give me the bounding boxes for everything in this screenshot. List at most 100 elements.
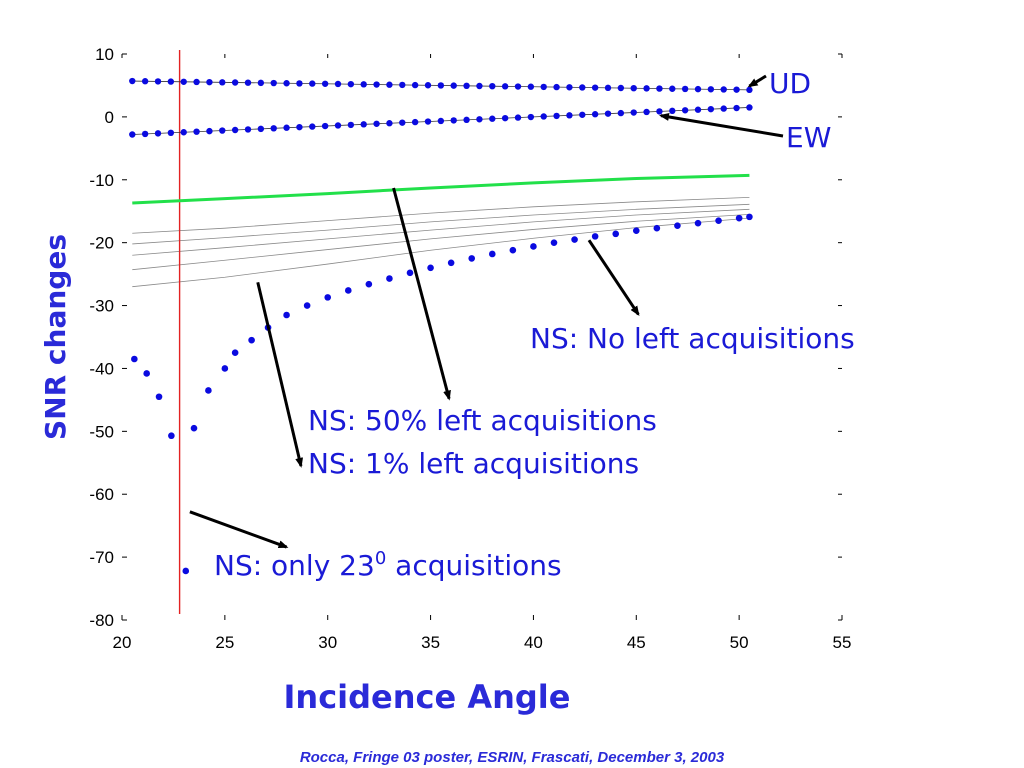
series-point (334, 122, 342, 129)
series-point (579, 111, 586, 118)
intermediate-curve (132, 208, 750, 256)
series-point (735, 214, 743, 222)
series-point (643, 85, 650, 92)
series-point (347, 80, 355, 88)
series-point (450, 117, 457, 124)
series-point (190, 424, 198, 432)
series-point (193, 78, 200, 86)
series-point (681, 85, 689, 93)
series-point (257, 125, 265, 133)
annotation-arrow (189, 510, 289, 549)
series-point (424, 118, 432, 125)
series-point (653, 224, 661, 232)
series-point (424, 82, 432, 89)
series-point (309, 123, 316, 130)
series-point (373, 120, 380, 127)
series-point (630, 109, 637, 116)
snr-chart: 20 25 30 35 40 45 50 55 10 0 -10 -20 -30 -40 -50 -60 -70… (39, 45, 855, 716)
series-point (373, 81, 380, 88)
series-point (463, 116, 470, 124)
annotation-label-only-23: NS: only 230 acquisitions (214, 548, 562, 582)
series-point (303, 302, 311, 309)
series-point (437, 117, 445, 125)
series-point (447, 259, 455, 267)
y-tick-label: -80 (89, 611, 114, 630)
series-point (632, 227, 640, 235)
series-point (553, 83, 560, 91)
series-point (566, 112, 573, 119)
series-point (530, 243, 537, 250)
series-point (219, 79, 226, 86)
annotation-label: NS: 50% left acquisitions (308, 404, 657, 437)
series-point (669, 85, 676, 92)
series-point (244, 126, 252, 133)
series-point (527, 83, 535, 90)
series-point (746, 104, 753, 111)
annotation-arrow (658, 113, 784, 138)
series-point (579, 84, 586, 91)
series-point (550, 239, 558, 246)
series-point (566, 84, 573, 91)
series-point (231, 349, 239, 357)
series-point (571, 236, 578, 243)
series-point (643, 108, 650, 116)
series-point (427, 264, 434, 272)
x-tick-label: 35 (421, 633, 440, 652)
y-tick-label: -30 (89, 297, 114, 316)
x-tick-label: 50 (730, 633, 749, 652)
series-point (476, 82, 483, 90)
annotation-arrow (587, 239, 640, 317)
intermediate-curve (132, 213, 750, 271)
series-point (155, 393, 163, 401)
annotation-labels: UD EW NS: No left acquisitions NS: 50% left… (214, 67, 855, 582)
series-point (591, 233, 599, 240)
series-point (131, 355, 138, 363)
series-point (321, 122, 329, 130)
series-point (489, 82, 496, 90)
series-point (746, 86, 753, 94)
series-point (411, 118, 419, 126)
series-point (681, 107, 689, 114)
series-point (450, 82, 457, 89)
series-point (437, 82, 445, 89)
series-point (283, 311, 290, 319)
series-point (669, 107, 676, 115)
y-tick-label: 10 (95, 45, 114, 64)
series-point (129, 131, 136, 138)
y-tick-label: -70 (89, 548, 114, 567)
series-point (324, 294, 332, 301)
series-point (674, 222, 681, 229)
series-point (283, 80, 290, 87)
series-point (270, 79, 277, 87)
series-point (399, 81, 406, 89)
series-point (180, 78, 187, 85)
series-point (193, 128, 200, 135)
y-tick-label: -10 (89, 171, 114, 190)
series-point (386, 275, 393, 282)
series-point (656, 85, 663, 92)
series-point (143, 370, 150, 377)
series-point (257, 79, 265, 87)
series-point (656, 108, 663, 115)
series-point (154, 130, 162, 137)
series-point (463, 82, 470, 90)
annotation-arrow (256, 281, 304, 468)
series-point (167, 129, 175, 137)
series-point (720, 105, 727, 112)
series-point (733, 104, 740, 112)
series-point (501, 114, 509, 122)
x-tick-label: 55 (833, 633, 852, 652)
series-point (399, 119, 406, 126)
series-point (205, 387, 212, 394)
series-point (514, 83, 522, 90)
series-point (344, 287, 352, 294)
plot-axes: 20 25 30 35 40 45 50 55 10 0 -10 -20 -30 -40 -50 -60 -70… (89, 45, 851, 652)
series-point (488, 250, 496, 258)
series-point (206, 78, 213, 86)
intermediate-curve (132, 203, 750, 245)
series-point (591, 111, 599, 118)
series-point (540, 113, 547, 120)
series-point (219, 127, 226, 134)
series-point (604, 84, 612, 92)
series-point (707, 105, 715, 113)
